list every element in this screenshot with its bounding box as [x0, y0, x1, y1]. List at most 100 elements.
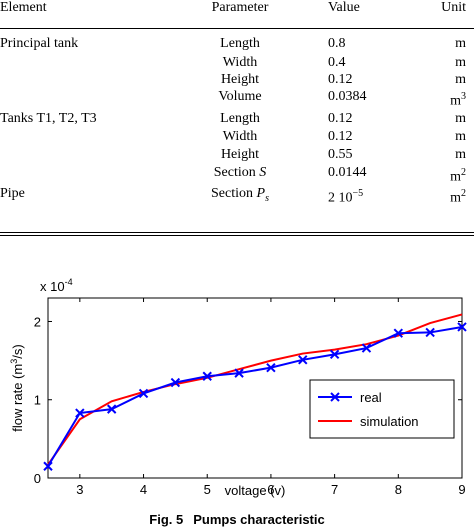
row-value: 0.12 — [328, 129, 353, 145]
row-parameter: Height — [180, 147, 300, 163]
data-point-real — [202, 371, 212, 381]
legend-marker-real — [330, 392, 340, 402]
row-parameter-text: Section — [211, 186, 257, 201]
data-point-real — [234, 368, 244, 378]
row-unit: m — [406, 55, 466, 71]
row-unit: m — [406, 111, 466, 127]
y-tick-label: 2 — [34, 314, 41, 329]
row-value-text: 0.12 — [328, 129, 353, 144]
row-value: 0.12 — [328, 111, 353, 127]
row-value: 0.12 — [328, 72, 353, 88]
row-unit-text: m — [455, 129, 466, 144]
row-parameter-text: Width — [222, 55, 258, 70]
x-tick-label: 7 — [331, 482, 338, 497]
header-value-text: Value — [328, 0, 360, 15]
row-unit-text: m — [455, 55, 466, 70]
row-unit-text: m — [455, 147, 466, 162]
row-value: 0.55 — [328, 147, 353, 163]
row-unit: m — [406, 72, 466, 88]
row-value: 0.8 — [328, 36, 346, 52]
data-point-real — [170, 377, 181, 388]
data-point-real — [106, 404, 117, 414]
header-parameter-text: Parameter — [211, 0, 269, 15]
row-element-text: Pipe — [0, 186, 25, 201]
row-value: 0.0384 — [328, 89, 367, 105]
data-point-real — [298, 355, 308, 365]
axes: 3 4 5 6 7 8 9 0 1 2 — [34, 298, 466, 497]
row-unit-text: m — [450, 169, 461, 185]
header-unit: Unit — [406, 0, 466, 16]
legend-label-real: real — [360, 390, 382, 405]
data-point-real — [457, 322, 467, 332]
row-value-text: 0.12 — [328, 111, 353, 126]
x-axis-label: voltage (v) — [225, 483, 286, 498]
row-unit-text: m — [455, 72, 466, 87]
unit-exponent: 3 — [461, 91, 466, 102]
row-value: 2 10−5 — [328, 186, 363, 207]
data-point-real — [329, 349, 340, 360]
row-parameter-text: Section — [213, 165, 260, 180]
row-parameter-text: Height — [220, 147, 260, 162]
row-value-text: 0.55 — [328, 147, 353, 162]
row-parameter: Height — [180, 72, 300, 88]
parameter-subscript: s — [265, 192, 269, 204]
data-point-real — [43, 461, 53, 471]
row-element: Principal tank — [0, 36, 78, 52]
row-unit: m2 — [406, 165, 466, 186]
y-tick-label: 1 — [34, 393, 41, 408]
header-value: Value — [328, 0, 360, 16]
row-value: 0.4 — [328, 55, 346, 71]
data-point-real — [266, 362, 276, 373]
row-parameter: Width — [180, 129, 300, 145]
row-element: Tanks T1, T2, T3 — [0, 111, 97, 127]
unit-exponent: 2 — [461, 188, 466, 199]
unit-exponent: 2 — [461, 167, 466, 178]
row-parameter: Volume — [180, 89, 300, 105]
x-tick-label: 8 — [395, 482, 402, 497]
y-axis-label: flow rate (m3/s) — [9, 344, 25, 431]
x-tick-label: 6 — [267, 482, 274, 497]
row-value-text: 0.4 — [328, 55, 346, 70]
row-unit: m2 — [406, 186, 466, 207]
row-unit: m — [406, 129, 466, 145]
row-parameter-text: Height — [220, 72, 260, 87]
row-element: Pipe — [0, 186, 25, 202]
row-unit: m — [406, 147, 466, 163]
data-point-real — [138, 388, 149, 399]
header-unit-text: Unit — [441, 0, 466, 15]
row-unit-text: m — [450, 93, 461, 109]
row-element-text: Principal tank — [0, 36, 79, 51]
caption-label: Fig. 5 — [149, 512, 184, 527]
x-tick-label: 9 — [458, 482, 465, 497]
header-element-text: Element — [0, 0, 47, 15]
x-tick-label: 4 — [140, 482, 147, 497]
parameter-symbol: S — [259, 165, 267, 180]
row-value-text: 0.8 — [328, 36, 346, 51]
row-value: 0.0144 — [328, 165, 367, 181]
y-exponent-label: x 10-4 — [40, 277, 73, 294]
row-unit: m3 — [406, 89, 466, 110]
row-parameter-text: Length — [220, 111, 260, 126]
legend-label-simulation: simulation — [360, 414, 419, 429]
parameter-symbol: P — [256, 186, 266, 201]
caption-text: Pumps characteristic — [193, 512, 325, 527]
legend: real simulation — [309, 379, 455, 439]
header-parameter: Parameter — [180, 0, 300, 16]
row-element-text: Tanks T1, T2, T3 — [0, 111, 97, 126]
header-element: Element — [0, 0, 47, 16]
y-tick-label: 0 — [34, 471, 41, 486]
figure-caption: Fig. 5 Pumps characteristic — [0, 512, 474, 527]
data-point-real — [393, 328, 404, 338]
x-tick-label: 5 — [204, 482, 211, 497]
row-unit: m — [406, 36, 466, 52]
table-top-rule — [0, 28, 474, 29]
row-parameter-text: Length — [220, 36, 260, 51]
series-line-real — [47, 325, 463, 467]
data-point-real — [425, 327, 435, 338]
row-parameter-text: Volume — [218, 89, 262, 104]
value-exponent: −5 — [352, 188, 364, 199]
row-parameter: Section Ps — [180, 186, 300, 207]
row-unit-text: m — [455, 111, 466, 126]
row-parameter-text: Width — [222, 129, 258, 144]
